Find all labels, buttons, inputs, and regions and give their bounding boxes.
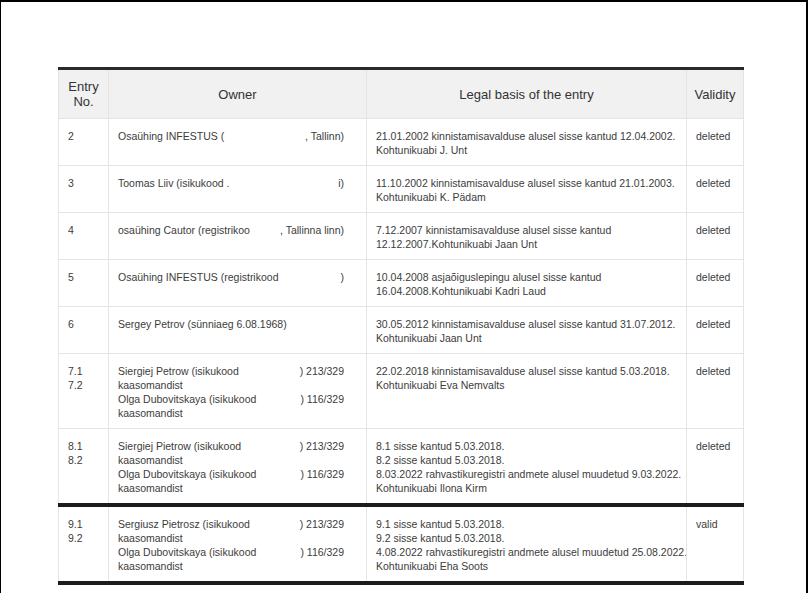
owner-cell: Toomas Liiv (isikukood . i) bbox=[109, 166, 367, 213]
owner-cell: osaühing Cautor (registrikoo , Tallinna l… bbox=[109, 213, 367, 260]
legal-basis-cell: 9.1 sisse kantud 5.03.2018. 9.2 sisse ka… bbox=[367, 505, 687, 583]
owner-share-text: ) 213/329 bbox=[300, 439, 344, 453]
owner-name-text: Olga Dubovitskaya (isikukood bbox=[118, 392, 256, 406]
owner-line: Osaühing INFESTUS ( , Tallinn) bbox=[118, 129, 344, 143]
legal-basis-cell: 30.05.2012 kinnistamisavalduse alusel si… bbox=[367, 307, 687, 354]
legal-basis-cell: 7.12.2007 kinnistamisavalduse alusel sis… bbox=[367, 213, 687, 260]
owner-name-text: kaasomandist bbox=[118, 378, 183, 392]
owner-cell: Osaühing INFESTUS ( , Tallinn) bbox=[109, 119, 367, 166]
owner-name-text: Siergiej Pietrow (isikukood bbox=[118, 439, 241, 453]
owner-share-text: ) bbox=[341, 270, 345, 284]
owner-share-text: , Tallinna linn) bbox=[280, 223, 344, 237]
register-document-page: Entry No. Owner Legal basis of the entry… bbox=[0, 0, 808, 593]
owner-share-text: i) bbox=[338, 176, 344, 190]
owner-line: Sergey Petrov (sünniaeg 6.08.1968) bbox=[118, 317, 344, 331]
legal-basis-cell: 8.1 sisse kantud 5.03.2018. 8.2 sisse ka… bbox=[367, 429, 687, 506]
owner-share-text: , Tallinn) bbox=[305, 129, 344, 143]
table-row: 6 Sergey Petrov (sünniaeg 6.08.1968) 30.05… bbox=[59, 307, 744, 354]
owner-cell: Siergiej Petrow (isikukood ) 213/329 kaaso… bbox=[109, 354, 367, 429]
owner-cell: Osaühing INFESTUS (registrikood) bbox=[109, 260, 367, 307]
table-row: 2 Osaühing INFESTUS ( , Tallinn) 21.01.2002… bbox=[59, 119, 744, 166]
owner-line: Olga Dubovitskaya (isikukood ) 116/329 bbox=[118, 392, 344, 406]
legal-basis-cell: 10.04.2008 asjaõiguslepingu alusel sisse… bbox=[367, 260, 687, 307]
owner-line: Osaühing INFESTUS (registrikood) bbox=[118, 270, 344, 284]
owner-line: Siergiej Petrow (isikukood ) 213/329 bbox=[118, 364, 344, 378]
owner-name-text: Olga Dubovitskaya (isikukood bbox=[118, 467, 256, 481]
owner-line: Olga Dubovitskaya (isikukood ) 116/329 bbox=[118, 467, 344, 481]
validity-cell: deleted bbox=[687, 166, 744, 213]
owner-name-text: kaasomandist bbox=[118, 531, 183, 545]
column-header-legal-basis: Legal basis of the entry bbox=[367, 69, 687, 119]
entry-no-cell: 6 bbox=[59, 307, 109, 354]
validity-cell: deleted bbox=[687, 260, 744, 307]
owner-cell: Sergey Petrov (sünniaeg 6.08.1968) bbox=[109, 307, 367, 354]
owner-name-text: kaasomandist bbox=[118, 559, 183, 573]
owner-name-text: Sergiusz Pietrosz (isikukood bbox=[118, 517, 250, 531]
entries-table-container: Entry No. Owner Legal basis of the entry… bbox=[58, 67, 743, 585]
table-row: 9.1 9.2 Sergiusz Pietrosz (isikukood ) 213… bbox=[59, 505, 744, 583]
validity-cell: deleted bbox=[687, 354, 744, 429]
table-header: Entry No. Owner Legal basis of the entry… bbox=[59, 69, 744, 119]
owner-name-text: Siergiej Petrow (isikukood bbox=[118, 364, 239, 378]
column-header-validity: Validity bbox=[687, 69, 744, 119]
owner-line: Toomas Liiv (isikukood . i) bbox=[118, 176, 344, 190]
owner-line: kaasomandist bbox=[118, 559, 344, 573]
owner-name-text: Toomas Liiv (isikukood . bbox=[118, 176, 229, 190]
validity-cell: deleted bbox=[687, 429, 744, 506]
legal-basis-cell: 22.02.2018 kinnistamisavalduse alusel si… bbox=[367, 354, 687, 429]
owner-name-text: osaühing Cautor (registrikoo bbox=[118, 223, 250, 237]
entry-no-cell: 2 bbox=[59, 119, 109, 166]
entry-no-cell: 5 bbox=[59, 260, 109, 307]
owner-name-text: Olga Dubovitskaya (isikukood bbox=[118, 545, 256, 559]
column-header-entry-no: Entry No. bbox=[59, 69, 109, 119]
owner-cell: Siergiej Pietrow (isikukood ) 213/329 kaas… bbox=[109, 429, 367, 506]
owner-line: kaasomandist bbox=[118, 481, 344, 495]
owner-line: Siergiej Pietrow (isikukood ) 213/329 bbox=[118, 439, 344, 453]
entry-no-cell: 3 bbox=[59, 166, 109, 213]
entry-no-cell: 4 bbox=[59, 213, 109, 260]
owner-line: kaasomandist bbox=[118, 531, 344, 545]
table-row: 3 Toomas Liiv (isikukood . i) 11.10.2002 ki… bbox=[59, 166, 744, 213]
table-body: 2 Osaühing INFESTUS ( , Tallinn) 21.01.2002… bbox=[59, 119, 744, 584]
entry-no-cell: 8.1 8.2 bbox=[59, 429, 109, 506]
owner-line: osaühing Cautor (registrikoo , Tallinna l… bbox=[118, 223, 344, 237]
table-row: 8.1 8.2 Siergiej Pietrow (isikukood ) 213/… bbox=[59, 429, 744, 506]
validity-cell: valid bbox=[687, 505, 744, 583]
owner-name-text: kaasomandist bbox=[118, 481, 183, 495]
entry-no-cell: 9.1 9.2 bbox=[59, 505, 109, 583]
owner-share-text: ) 116/329 bbox=[300, 545, 344, 559]
legal-basis-cell: 11.10.2002 kinnistamisavalduse alusel si… bbox=[367, 166, 687, 213]
owner-line: kaasomandist bbox=[118, 378, 344, 392]
owner-name-text: Sergey Petrov (sünniaeg 6.08.1968) bbox=[118, 317, 287, 331]
owner-line: kaasomandist bbox=[118, 453, 344, 467]
owner-share-text: ) 213/329 bbox=[300, 517, 344, 531]
header-row: Entry No. Owner Legal basis of the entry… bbox=[59, 69, 744, 119]
owner-name-text: Osaühing INFESTUS ( bbox=[118, 129, 224, 143]
owner-share-text: ) 116/329 bbox=[300, 467, 344, 481]
owner-share-text: ) 116/329 bbox=[300, 392, 344, 406]
entry-no-cell: 7.1 7.2 bbox=[59, 354, 109, 429]
column-header-owner: Owner bbox=[109, 69, 367, 119]
owner-name-text: Osaühing INFESTUS (registrikood bbox=[118, 270, 278, 284]
owner-line: Olga Dubovitskaya (isikukood ) 116/329 bbox=[118, 545, 344, 559]
entries-table: Entry No. Owner Legal basis of the entry… bbox=[58, 67, 744, 585]
validity-cell: deleted bbox=[687, 119, 744, 166]
owner-line: kaasomandist bbox=[118, 406, 344, 420]
legal-basis-cell: 21.01.2002 kinnistamisavalduse alusel si… bbox=[367, 119, 687, 166]
owner-share-text: ) 213/329 bbox=[300, 364, 344, 378]
table-row: 4 osaühing Cautor (registrikoo , Tallinna … bbox=[59, 213, 744, 260]
validity-cell: deleted bbox=[687, 307, 744, 354]
owner-cell: Sergiusz Pietrosz (isikukood ) 213/329 kaa… bbox=[109, 505, 367, 583]
table-row: 5 Osaühing INFESTUS (registrikood) 10.04.2… bbox=[59, 260, 744, 307]
owner-line: Sergiusz Pietrosz (isikukood ) 213/329 bbox=[118, 517, 344, 531]
validity-cell: deleted bbox=[687, 213, 744, 260]
owner-name-text: kaasomandist bbox=[118, 406, 183, 420]
table-row: 7.1 7.2 Siergiej Petrow (isikukood ) 213/3… bbox=[59, 354, 744, 429]
owner-name-text: kaasomandist bbox=[118, 453, 183, 467]
